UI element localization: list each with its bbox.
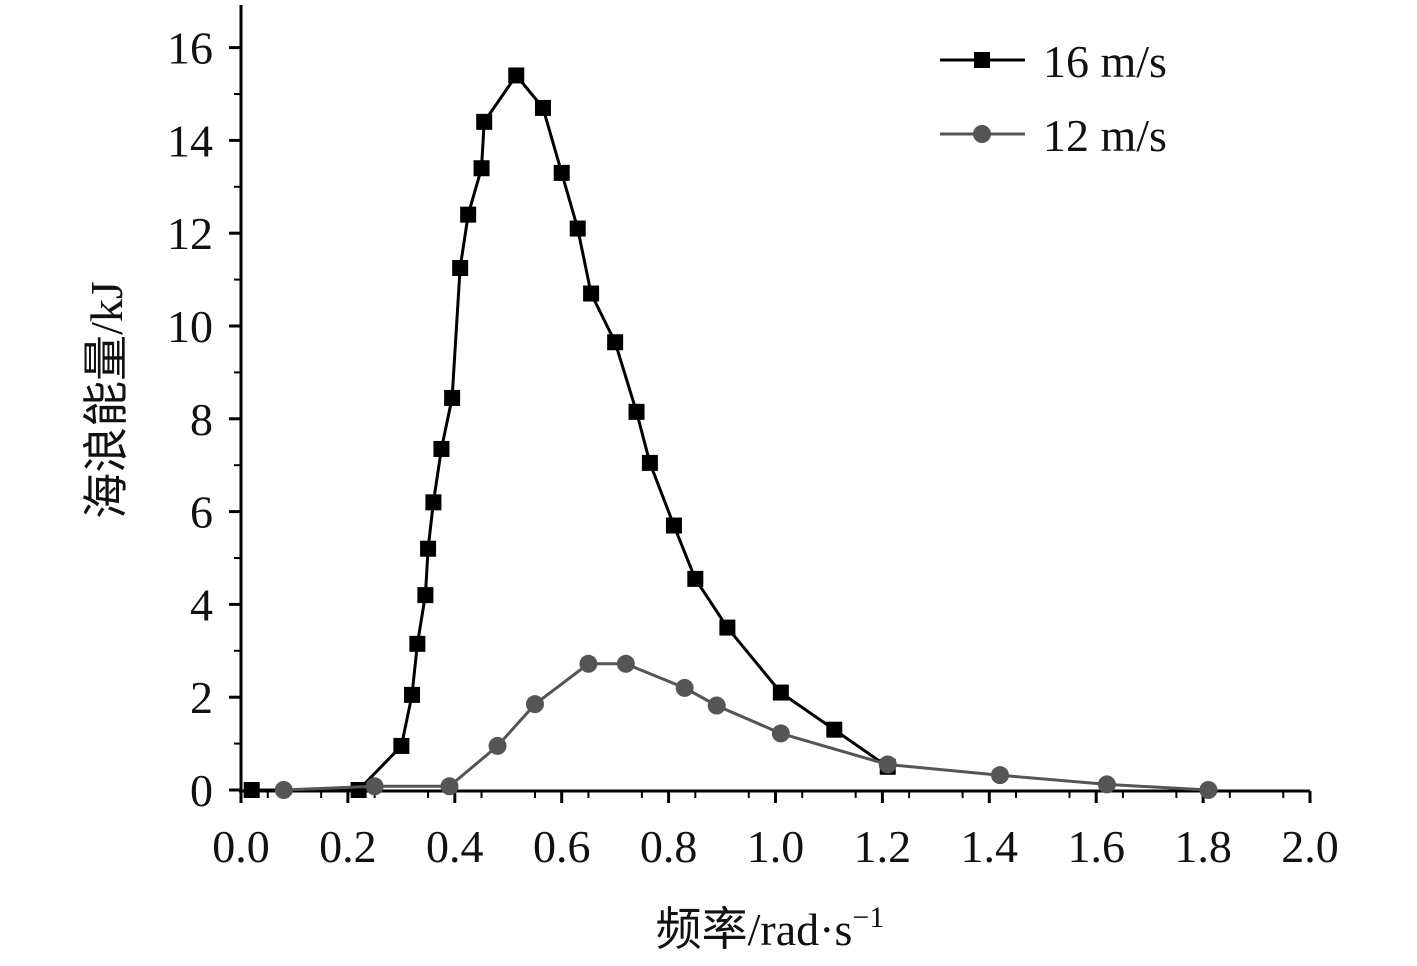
data-point-circle	[990, 766, 1009, 785]
data-point-square	[607, 334, 624, 351]
x-tick-label: 1.8	[1174, 821, 1232, 872]
data-point-circle	[525, 695, 544, 714]
legend-item-2: 12 m/s	[940, 110, 1167, 161]
data-point-square	[534, 99, 551, 116]
y-tick-label: 14	[167, 115, 213, 166]
x-tick-label: 0.2	[319, 821, 377, 872]
x-tick-label: 1.4	[961, 821, 1019, 872]
y-tick-label: 10	[167, 301, 213, 352]
data-point-square	[508, 67, 525, 84]
data-point-square	[628, 403, 645, 420]
x-axis-title: 频率/rad·s−1	[656, 901, 885, 955]
data-point-circle	[488, 736, 507, 755]
data-point-circle	[771, 724, 790, 743]
series-line	[251, 72, 889, 792]
data-point-circle	[1199, 781, 1218, 799]
y-axis-title: 海浪能量/kJ	[81, 281, 132, 519]
data-point-square	[719, 619, 736, 636]
data-point-circle	[365, 777, 384, 796]
y-tick-label: 0	[190, 765, 213, 816]
data-point-circle	[274, 781, 293, 799]
data-point-square	[420, 540, 437, 557]
y-tick-label: 8	[190, 394, 213, 445]
data-point-circle	[579, 654, 598, 673]
legend-label: 16 m/s	[1043, 36, 1167, 87]
data-point-circle	[440, 777, 459, 796]
data-point-square	[433, 440, 450, 457]
series-line	[283, 662, 1209, 792]
y-tick-label: 2	[190, 672, 213, 723]
legend-marker-square	[974, 52, 990, 68]
y-tick-label: 12	[167, 208, 213, 259]
data-point-square	[569, 220, 586, 237]
data-point-square	[583, 285, 600, 302]
series-layer	[243, 67, 1218, 799]
x-axis-title-text: 频率/rad·s	[656, 904, 853, 955]
x-tick-label: 0.6	[533, 821, 591, 872]
data-point-circle	[675, 678, 694, 697]
data-point-square	[460, 206, 477, 223]
x-tick-label: 2.0	[1281, 821, 1339, 872]
data-point-circle	[707, 696, 726, 715]
x-tick-label: 1.0	[747, 821, 805, 872]
data-point-square	[476, 113, 493, 130]
data-point-square	[393, 737, 410, 754]
data-point-square	[452, 260, 469, 276]
data-point-square	[641, 454, 658, 471]
y-tick-label: 16	[167, 23, 213, 74]
data-point-square	[772, 684, 789, 701]
legend-item-1: 16 m/s	[940, 36, 1167, 87]
x-tick-label: 0.0	[212, 821, 270, 872]
x-tick-label: 1.6	[1067, 821, 1125, 872]
data-point-square	[665, 517, 682, 534]
series-2	[274, 654, 1218, 799]
data-point-square	[687, 570, 704, 587]
data-point-square	[409, 635, 426, 652]
legend-marker-circle	[973, 125, 991, 143]
data-point-circle	[616, 654, 635, 673]
data-point-circle	[1097, 775, 1116, 794]
data-point-square	[243, 782, 260, 798]
y-tick-label: 6	[190, 487, 213, 538]
data-point-square	[826, 721, 843, 738]
data-point-square	[444, 389, 461, 406]
axes: 0.0 0.2 0.4 0.6 0.8 1.0 1.2 1.4 1.6 1.8 2.0 0 2 4 6 8 10…	[167, 5, 1339, 872]
y-tick-label: 4	[190, 579, 213, 630]
legend: 16 m/s 12 m/s	[940, 36, 1167, 161]
data-point-square	[553, 164, 570, 181]
x-tick-label: 1.2	[854, 821, 912, 872]
data-point-square	[350, 782, 367, 798]
x-axis-title-superscript: −1	[852, 901, 884, 934]
legend-label: 12 m/s	[1043, 110, 1167, 161]
data-point-square	[417, 587, 434, 604]
series-1	[243, 67, 896, 798]
x-tick-label: 0.8	[640, 821, 698, 872]
data-point-circle	[878, 755, 897, 774]
data-point-square	[473, 160, 490, 177]
data-point-square	[404, 686, 421, 703]
x-tick-label: 0.4	[426, 821, 484, 872]
data-point-square	[425, 494, 442, 511]
